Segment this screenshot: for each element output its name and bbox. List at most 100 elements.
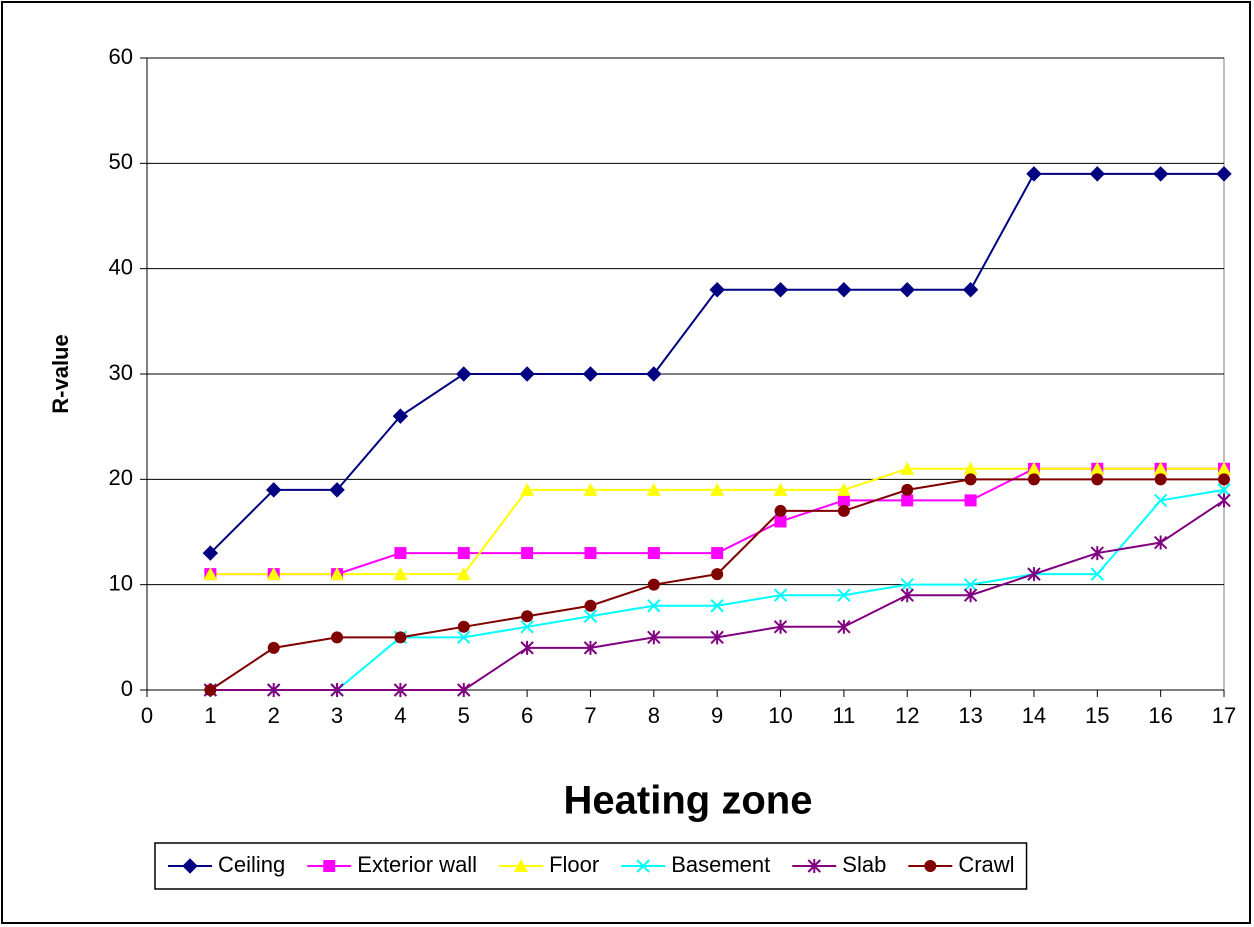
marker-shape: [1027, 567, 1041, 582]
marker-shape: [964, 473, 977, 486]
marker-shape: [519, 366, 535, 382]
marker-shape: [647, 547, 660, 560]
marker-shape: [323, 860, 336, 872]
x-tick-label: 10: [768, 703, 792, 728]
marker-shape: [583, 482, 598, 496]
marker: [1217, 493, 1231, 508]
marker: [393, 683, 408, 697]
marker-shape: [837, 504, 850, 517]
marker: [457, 683, 471, 697]
marker: [710, 599, 724, 613]
x-tick-label: 11: [832, 703, 855, 728]
marker-shape: [924, 860, 937, 872]
marker-shape: [202, 545, 219, 561]
marker-shape: [1217, 483, 1231, 497]
marker-shape: [636, 859, 650, 873]
marker-shape: [1026, 166, 1042, 182]
marker-shape: [329, 482, 345, 498]
x-axis-title: Heating zone: [564, 779, 813, 823]
marker-shape: [267, 641, 280, 654]
marker: [900, 577, 914, 592]
marker-shape: [1090, 546, 1104, 561]
marker: [1216, 166, 1232, 182]
marker: [1218, 473, 1230, 486]
marker: [772, 282, 789, 298]
marker-shape: [773, 482, 788, 496]
marker: [964, 473, 977, 486]
marker-shape: [1153, 461, 1168, 475]
marker: [837, 494, 850, 507]
marker-shape: [457, 547, 470, 560]
x-tick-label: 9: [711, 703, 723, 728]
marker-shape: [393, 683, 408, 697]
marker-shape: [836, 482, 851, 496]
legend-label: Slab: [842, 852, 886, 877]
y-tick-label: 40: [109, 254, 133, 279]
marker: [457, 630, 471, 645]
marker: [1217, 461, 1231, 475]
marker-shape: [1153, 493, 1168, 508]
marker: [711, 568, 724, 581]
marker-shape: [772, 282, 789, 298]
x-tick-label: 4: [394, 703, 406, 728]
marker: [1089, 166, 1105, 182]
marker: [774, 515, 787, 528]
x-tick-label: 5: [458, 703, 470, 728]
legend-label: Basement: [671, 852, 770, 877]
marker: [520, 620, 534, 634]
marker-shape: [646, 366, 662, 382]
marker-shape: [837, 588, 851, 602]
marker: [520, 640, 534, 655]
x-tick-label: 2: [268, 703, 280, 728]
marker: [583, 640, 598, 655]
x-tick-label: 15: [1085, 703, 1109, 728]
marker-shape: [584, 547, 597, 560]
marker-shape: [773, 588, 788, 602]
marker-shape: [457, 683, 471, 697]
marker: [1154, 473, 1167, 486]
marker: [1153, 535, 1168, 550]
x-tick-label: 17: [1212, 703, 1236, 728]
marker: [773, 619, 788, 634]
marker: [583, 482, 598, 496]
marker-shape: [900, 577, 914, 592]
marker-shape: [521, 610, 534, 623]
marker-shape: [266, 567, 281, 581]
marker: [647, 578, 660, 591]
marker: [837, 504, 850, 517]
marker-shape: [901, 483, 914, 496]
y-tick-label: 50: [109, 149, 133, 174]
marker: [519, 366, 535, 382]
x-tick-label: 13: [958, 703, 982, 728]
marker: [521, 610, 534, 623]
marker: [773, 482, 788, 496]
marker: [900, 588, 914, 603]
marker-shape: [901, 494, 914, 507]
marker-shape: [774, 515, 787, 528]
marker-shape: [1089, 166, 1105, 182]
marker: [773, 588, 788, 602]
y-tick-label: 10: [109, 570, 133, 595]
marker: [899, 282, 915, 298]
marker-shape: [1216, 166, 1232, 182]
legend-label: Ceiling: [218, 852, 285, 877]
marker-shape: [710, 599, 724, 613]
marker: [1217, 483, 1231, 497]
x-tick-label: 16: [1148, 703, 1172, 728]
marker-shape: [710, 630, 724, 645]
marker: [646, 366, 662, 382]
legend-label: Crawl: [958, 852, 1014, 877]
marker-shape: [962, 282, 979, 298]
x-tick-label: 0: [141, 703, 153, 728]
marker: [647, 630, 661, 645]
marker-shape: [456, 366, 472, 382]
marker-shape: [837, 494, 850, 507]
marker: [204, 684, 217, 696]
y-tick-label: 30: [109, 360, 133, 385]
marker: [836, 282, 852, 298]
marker: [836, 482, 851, 496]
marker-shape: [394, 547, 407, 560]
marker: [710, 482, 725, 496]
